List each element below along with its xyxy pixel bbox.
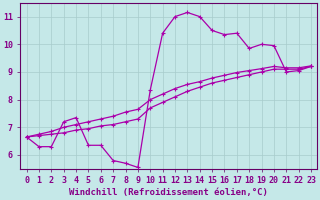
X-axis label: Windchill (Refroidissement éolien,°C): Windchill (Refroidissement éolien,°C) (69, 188, 268, 197)
